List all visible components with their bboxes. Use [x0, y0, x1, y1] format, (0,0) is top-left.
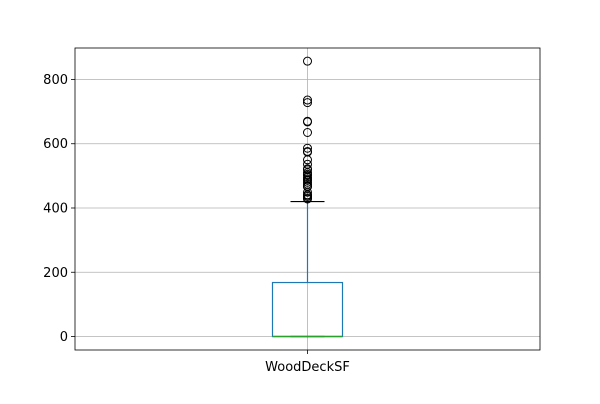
y-tick-label: 800 — [43, 73, 68, 88]
x-tick-label: WoodDeckSF — [265, 360, 350, 375]
outlier-point — [303, 56, 312, 66]
axis-layer: 0 200 400 600 800 WoodDeckSF — [43, 47, 541, 375]
y-tick-label: 0 — [60, 330, 68, 345]
outlier-point — [303, 155, 312, 165]
outlier-point — [303, 117, 312, 127]
outlier-point — [303, 98, 312, 108]
y-tick-label: 200 — [43, 266, 68, 281]
outlier-point — [303, 143, 312, 153]
outlier-point — [303, 95, 312, 105]
y-tick-label: 400 — [43, 201, 68, 216]
outlier-point — [303, 187, 312, 197]
box-layer — [271, 56, 344, 338]
outlier-point — [303, 127, 312, 137]
y-tick-label: 600 — [43, 137, 68, 152]
outlier-point — [303, 194, 312, 204]
